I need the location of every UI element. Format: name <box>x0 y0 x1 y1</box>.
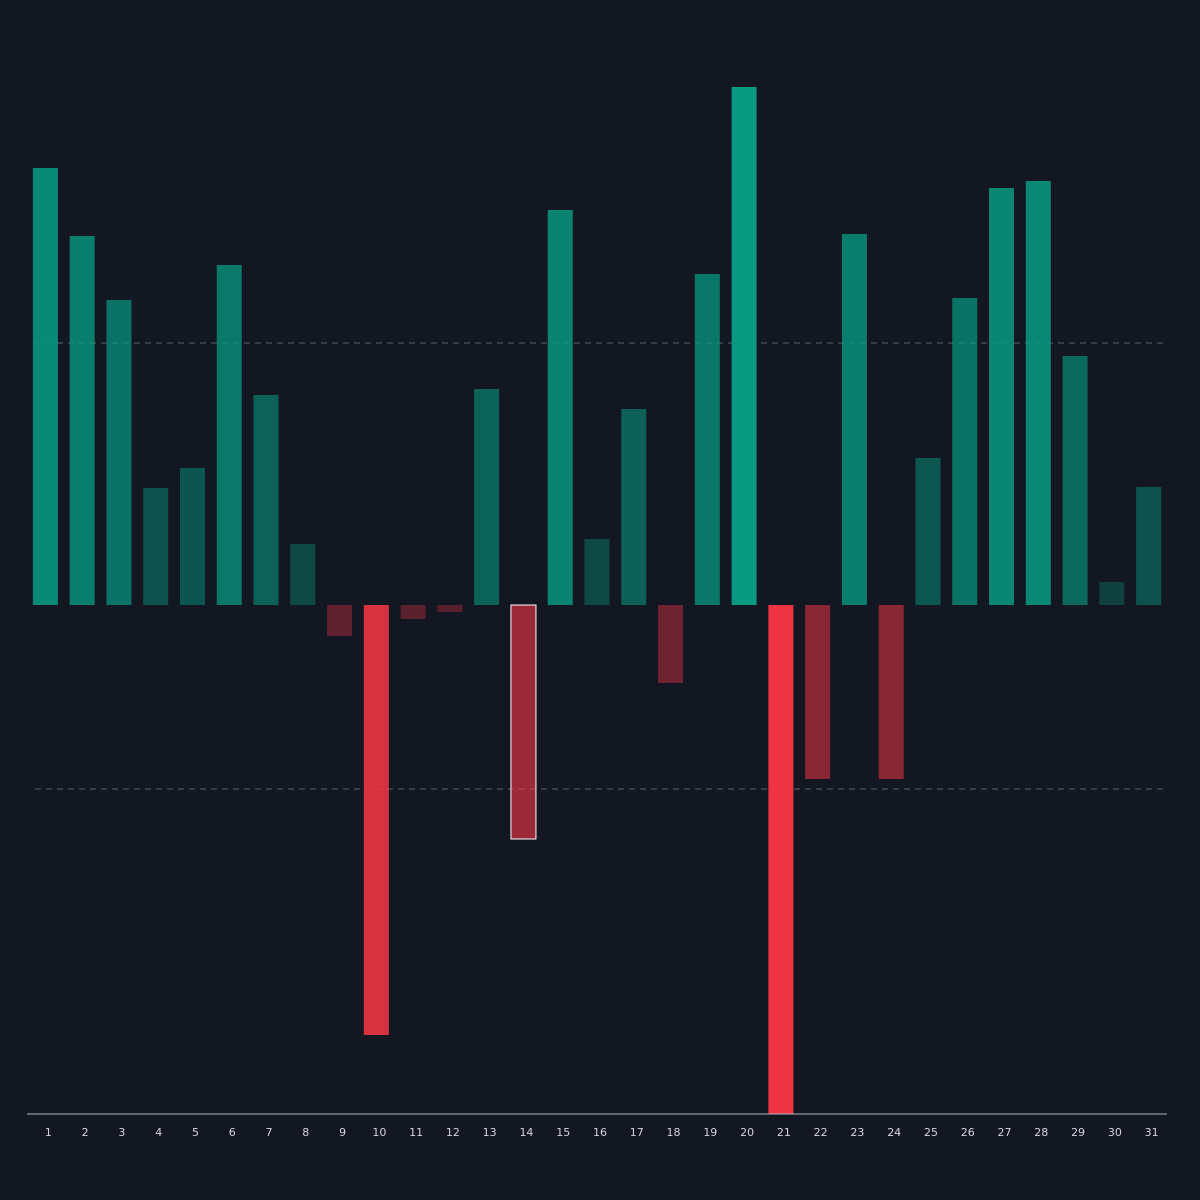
x-tick-label: 13 <box>483 1126 497 1139</box>
bar[interactable] <box>547 210 573 605</box>
x-tick-label: 6 <box>229 1126 236 1139</box>
bar[interactable] <box>805 605 831 779</box>
x-tick-label: 2 <box>82 1126 89 1139</box>
bar[interactable] <box>768 605 794 1114</box>
x-tick-label: 31 <box>1145 1126 1159 1139</box>
x-tick-label: 17 <box>630 1126 644 1139</box>
bar[interactable] <box>658 605 684 683</box>
bar[interactable] <box>510 604 537 840</box>
bar[interactable] <box>179 468 205 605</box>
x-tick-label: 8 <box>302 1126 309 1139</box>
x-tick-label: 10 <box>372 1126 386 1139</box>
x-tick-label: 20 <box>740 1126 754 1139</box>
bar[interactable] <box>32 168 58 605</box>
x-tick-label: 15 <box>556 1126 570 1139</box>
bar[interactable] <box>731 87 757 605</box>
bar[interactable] <box>1136 487 1162 605</box>
x-tick-label: 27 <box>998 1126 1012 1139</box>
bar[interactable] <box>989 188 1015 605</box>
bar[interactable] <box>1025 181 1051 605</box>
bar[interactable] <box>400 605 426 619</box>
bar[interactable] <box>1062 356 1088 605</box>
x-tick-label: 4 <box>155 1126 162 1139</box>
x-tick-label: 30 <box>1108 1126 1122 1139</box>
bar[interactable] <box>290 544 316 605</box>
x-tick-label: 3 <box>118 1126 125 1139</box>
bar[interactable] <box>952 298 978 605</box>
x-tick-label: 26 <box>961 1126 975 1139</box>
bar[interactable] <box>106 300 132 605</box>
x-tick-label: 28 <box>1034 1126 1048 1139</box>
x-tick-label: 14 <box>519 1126 533 1139</box>
x-tick-label: 24 <box>887 1126 901 1139</box>
x-tick-label: 1 <box>45 1126 52 1139</box>
x-tick-label: 18 <box>667 1126 681 1139</box>
bar[interactable] <box>143 488 169 605</box>
bar[interactable] <box>584 539 610 605</box>
bar[interactable] <box>621 409 647 605</box>
x-tick-label: 16 <box>593 1126 607 1139</box>
bar[interactable] <box>694 274 720 605</box>
x-tick-label: 9 <box>339 1126 346 1139</box>
bar[interactable] <box>1099 582 1125 605</box>
x-tick-label: 29 <box>1071 1126 1085 1139</box>
bar[interactable] <box>878 605 904 779</box>
bar[interactable] <box>69 236 95 605</box>
bar[interactable] <box>841 234 867 605</box>
bar[interactable] <box>915 458 941 605</box>
x-tick-label: 22 <box>814 1126 828 1139</box>
bar[interactable] <box>474 389 500 605</box>
bar[interactable] <box>327 605 353 636</box>
bar[interactable] <box>216 265 242 605</box>
x-tick-label: 7 <box>266 1126 273 1139</box>
bar[interactable] <box>253 395 279 605</box>
x-tick-label: 5 <box>192 1126 199 1139</box>
x-tick-label: 12 <box>446 1126 460 1139</box>
bar[interactable] <box>363 605 389 1035</box>
x-tick-label: 19 <box>703 1126 717 1139</box>
x-tick-label: 21 <box>777 1126 791 1139</box>
bar[interactable] <box>437 605 463 612</box>
x-tick-label: 11 <box>409 1126 423 1139</box>
x-tick-label: 23 <box>850 1126 864 1139</box>
x-tick-label: 25 <box>924 1126 938 1139</box>
